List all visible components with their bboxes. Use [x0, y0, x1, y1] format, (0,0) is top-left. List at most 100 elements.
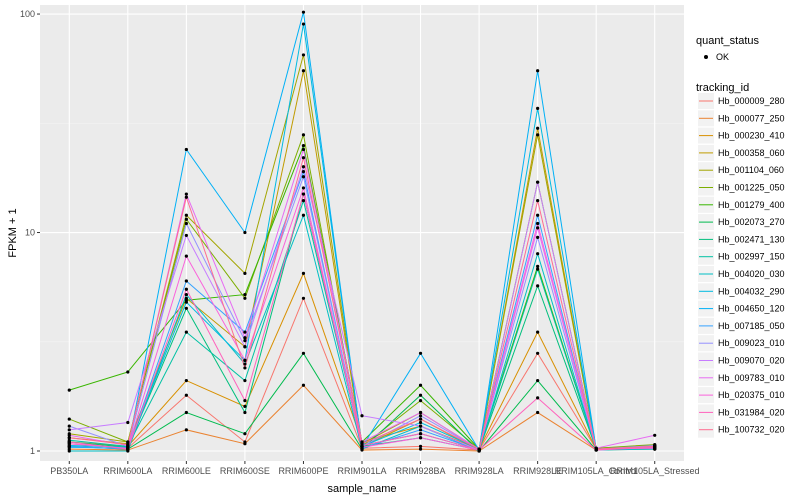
data-point	[418, 444, 423, 448]
data-point	[126, 442, 130, 447]
data-point	[301, 10, 306, 14]
x-tick-label: RRIM600PE	[278, 466, 328, 476]
data-point	[536, 252, 540, 256]
data-point	[243, 432, 247, 436]
legend-item-label: Hb_007185_050	[718, 321, 785, 331]
data-point	[301, 192, 306, 196]
data-point	[243, 339, 247, 343]
data-point	[184, 254, 188, 258]
data-point	[243, 410, 247, 415]
data-point	[243, 296, 247, 300]
legend-title-tracking-id: tracking_id	[696, 82, 749, 94]
x-tick-label: RRIM928LE	[513, 466, 562, 476]
data-point	[243, 399, 247, 403]
data-point	[418, 424, 423, 428]
data-point	[301, 271, 306, 275]
data-point	[184, 147, 188, 152]
legend-item-label: Hb_000230_410	[718, 131, 785, 141]
legend-item-label: Hb_000077_250	[718, 113, 785, 123]
data-point	[536, 264, 540, 268]
data-point	[536, 221, 540, 226]
data-point	[536, 106, 540, 110]
data-point	[536, 351, 540, 355]
data-point	[301, 198, 306, 203]
legend-item-label: Hb_001225_050	[718, 183, 785, 193]
legend-item-label: Hb_000009_280	[718, 96, 785, 106]
legend-item-label: Hb_100732_020	[718, 425, 785, 435]
y-axis: 1 10 100	[20, 9, 40, 456]
data-point	[301, 53, 306, 57]
data-point	[301, 383, 306, 387]
data-point	[243, 230, 247, 235]
data-point	[67, 433, 71, 437]
data-point	[418, 436, 423, 440]
data-point	[418, 447, 423, 451]
data-point	[301, 186, 306, 190]
data-point	[536, 226, 540, 230]
data-point	[184, 233, 188, 238]
x-tick-label: RRIM105LA_Stressed	[610, 466, 700, 476]
data-point	[418, 432, 423, 436]
data-point	[536, 379, 540, 383]
data-point	[536, 69, 540, 73]
data-point	[418, 351, 423, 355]
data-point	[126, 440, 130, 444]
data-point	[301, 22, 306, 26]
data-point	[418, 399, 423, 403]
data-point	[301, 165, 306, 169]
legend-item-label: Hb_020375_010	[718, 390, 785, 400]
data-point	[301, 156, 306, 160]
data-point	[360, 414, 364, 418]
data-point	[184, 192, 188, 196]
data-point	[418, 383, 423, 387]
y-tick-label: 1	[30, 446, 35, 456]
data-point	[536, 396, 540, 400]
legend: quant_status OK tracking_id Hb_000009_28…	[696, 35, 785, 438]
data-point	[243, 330, 247, 334]
legend-item-label: Hb_002471_130	[718, 234, 785, 244]
data-point	[243, 358, 247, 362]
data-point	[184, 410, 188, 415]
data-point	[536, 284, 540, 288]
data-point	[67, 440, 71, 444]
data-point	[418, 414, 423, 418]
data-point	[536, 330, 540, 334]
legend-item-label: Hb_001104_060	[718, 165, 784, 175]
data-point	[184, 330, 188, 334]
legend-item-label: Hb_009783_010	[718, 373, 785, 383]
legend-item-label: Hb_001279_400	[718, 200, 785, 210]
data-point	[653, 444, 657, 448]
data-point	[243, 336, 247, 340]
data-point	[418, 428, 423, 432]
data-point	[536, 126, 540, 130]
x-tick-label: PB350LA	[50, 466, 88, 476]
series-points	[67, 10, 657, 453]
legend-item-label: OK	[716, 52, 729, 62]
data-point	[243, 442, 247, 446]
data-point	[184, 300, 188, 304]
legend-item-label: Hb_000358_060	[718, 148, 785, 158]
legend-item-label: Hb_009070_020	[718, 356, 785, 366]
data-point	[301, 351, 306, 355]
data-point	[184, 393, 188, 397]
data-point	[67, 436, 71, 440]
data-point	[418, 393, 423, 397]
data-point	[184, 221, 188, 226]
y-tick-label: 10	[25, 228, 35, 238]
data-point	[418, 410, 423, 415]
data-point	[301, 296, 306, 300]
data-point	[536, 198, 540, 203]
x-tick-label: RRIM600SE	[220, 466, 270, 476]
data-point	[184, 428, 188, 432]
data-point	[653, 433, 657, 437]
data-point	[67, 428, 71, 432]
data-point	[243, 379, 247, 383]
data-point	[418, 417, 423, 421]
data-point	[477, 447, 481, 451]
data-point	[126, 370, 130, 374]
data-point	[594, 447, 598, 451]
data-point	[536, 180, 540, 184]
data-point	[184, 306, 188, 310]
data-point	[184, 379, 188, 383]
